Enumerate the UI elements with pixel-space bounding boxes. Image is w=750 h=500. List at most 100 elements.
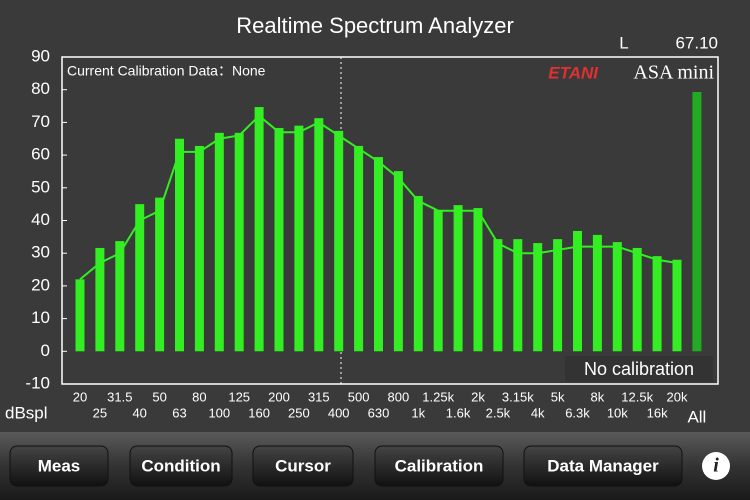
- bar: [155, 197, 165, 352]
- bar: [453, 205, 463, 352]
- level: 67.10: [675, 33, 718, 52]
- bar: [274, 127, 284, 352]
- y-tick-label: 70: [31, 112, 50, 131]
- bar: [314, 118, 324, 352]
- x-tick-label: 160: [248, 405, 270, 420]
- y-tick-label: -10: [25, 373, 50, 392]
- plot: -100102030405060708090202531.54050638010…: [25, 46, 706, 426]
- chart-title: Realtime Spectrum Analyzer: [236, 13, 514, 38]
- bar: [374, 157, 383, 352]
- y-tick-label: 0: [41, 341, 50, 360]
- x-tick-label: 31.5: [107, 389, 132, 404]
- x-tick-label: 8k: [591, 389, 605, 404]
- bar: [692, 91, 702, 352]
- bar: [473, 208, 483, 352]
- bar: [533, 243, 543, 352]
- toolbar-button-label[interactable]: Meas: [38, 456, 81, 475]
- product: ASA mini: [633, 62, 714, 84]
- y-tick-label: 50: [31, 177, 50, 196]
- x-tick-label: All: [687, 407, 706, 426]
- calibration-status: No calibration: [584, 359, 694, 379]
- bar: [334, 130, 344, 352]
- status-box: [565, 356, 713, 382]
- y-tick-label: 60: [31, 145, 50, 164]
- bar: [592, 234, 602, 352]
- x-tick-label: 6.3k: [565, 405, 590, 420]
- x-tick-label: 25: [93, 405, 107, 420]
- bar: [413, 195, 423, 352]
- toolbar-button[interactable]: [129, 445, 233, 487]
- line: [79, 114, 678, 281]
- x-tick-label: 5k: [551, 389, 565, 404]
- x-tick-label: 1.25k: [422, 389, 454, 404]
- x-tick-label: 20k: [667, 389, 688, 404]
- bar: [95, 247, 105, 352]
- y-tick-label: 40: [31, 210, 50, 229]
- x-tick-label: 125: [228, 389, 250, 404]
- bar: [234, 132, 244, 352]
- bar: [652, 256, 662, 352]
- y-axis-label: dBspl: [5, 403, 48, 422]
- bar: [135, 204, 145, 352]
- x-tick-label: 100: [208, 405, 230, 420]
- bar: [393, 171, 403, 352]
- toolbar-button[interactable]: [9, 445, 109, 487]
- x-tick-label: 2.5k: [486, 405, 511, 420]
- bar: [115, 241, 125, 352]
- x-tick-label: 400: [328, 405, 350, 420]
- x-tick-label: 250: [288, 405, 310, 420]
- bar: [493, 239, 503, 352]
- y-tick-label: 90: [31, 46, 50, 65]
- bar: [354, 145, 364, 352]
- x-tick-label: 10k: [607, 405, 628, 420]
- bar: [75, 279, 85, 352]
- bar: [214, 132, 224, 352]
- toolbar-button-label[interactable]: Calibration: [395, 456, 484, 475]
- x-tick-label: 1k: [411, 405, 425, 420]
- x-tick-label: 20: [73, 389, 87, 404]
- bar: [254, 107, 264, 352]
- toolbar-button-label[interactable]: Cursor: [275, 456, 331, 475]
- bar: [175, 138, 184, 352]
- x-tick-label: 16k: [647, 405, 668, 420]
- y-tick-label: 10: [31, 308, 50, 327]
- x-tick-label: 2k: [471, 389, 485, 404]
- bar: [294, 125, 304, 352]
- toolbar-button-label[interactable]: Data Manager: [547, 456, 659, 475]
- channel: L: [619, 33, 628, 52]
- brand: ETANI: [548, 63, 599, 82]
- y-tick-label: 80: [31, 79, 50, 98]
- x-tick-label: 40: [132, 405, 146, 420]
- bar: [672, 259, 682, 352]
- x-tick-label: 200: [268, 389, 290, 404]
- x-tick-label: 315: [308, 389, 330, 404]
- x-tick-label: 1.6k: [446, 405, 471, 420]
- info-button[interactable]: [702, 452, 730, 480]
- toolbar-button[interactable]: [374, 445, 504, 487]
- info-icon[interactable]: i: [713, 455, 719, 477]
- x-tick-label: 50: [152, 389, 166, 404]
- bar: [612, 242, 622, 352]
- x-tick-label: 3.15k: [502, 389, 534, 404]
- toolbar-button-label[interactable]: Condition: [141, 456, 220, 475]
- y-tick-label: 20: [31, 275, 50, 294]
- calibration-note: Current Calibration Data：None: [67, 63, 266, 79]
- x-tick-label: 500: [348, 389, 370, 404]
- x-tick-label: 800: [388, 389, 410, 404]
- bar: [632, 247, 642, 352]
- x-tick-label: 80: [192, 389, 206, 404]
- toolbar-button[interactable]: [523, 445, 683, 487]
- x-tick-label: 630: [368, 405, 390, 420]
- bar: [553, 239, 563, 352]
- x-tick-label: 63: [172, 405, 186, 420]
- bar: [573, 230, 582, 352]
- y-tick-label: 30: [31, 243, 50, 262]
- toolbar-button[interactable]: [252, 445, 354, 487]
- x-tick-label: 12.5k: [621, 389, 653, 404]
- bar: [433, 210, 443, 352]
- bar: [194, 145, 204, 352]
- bar: [513, 239, 523, 352]
- x-tick-label: 4k: [531, 405, 545, 420]
- toolbar-buttons: Meas Condition Cursor Calibration Data Manag…: [9, 445, 683, 487]
